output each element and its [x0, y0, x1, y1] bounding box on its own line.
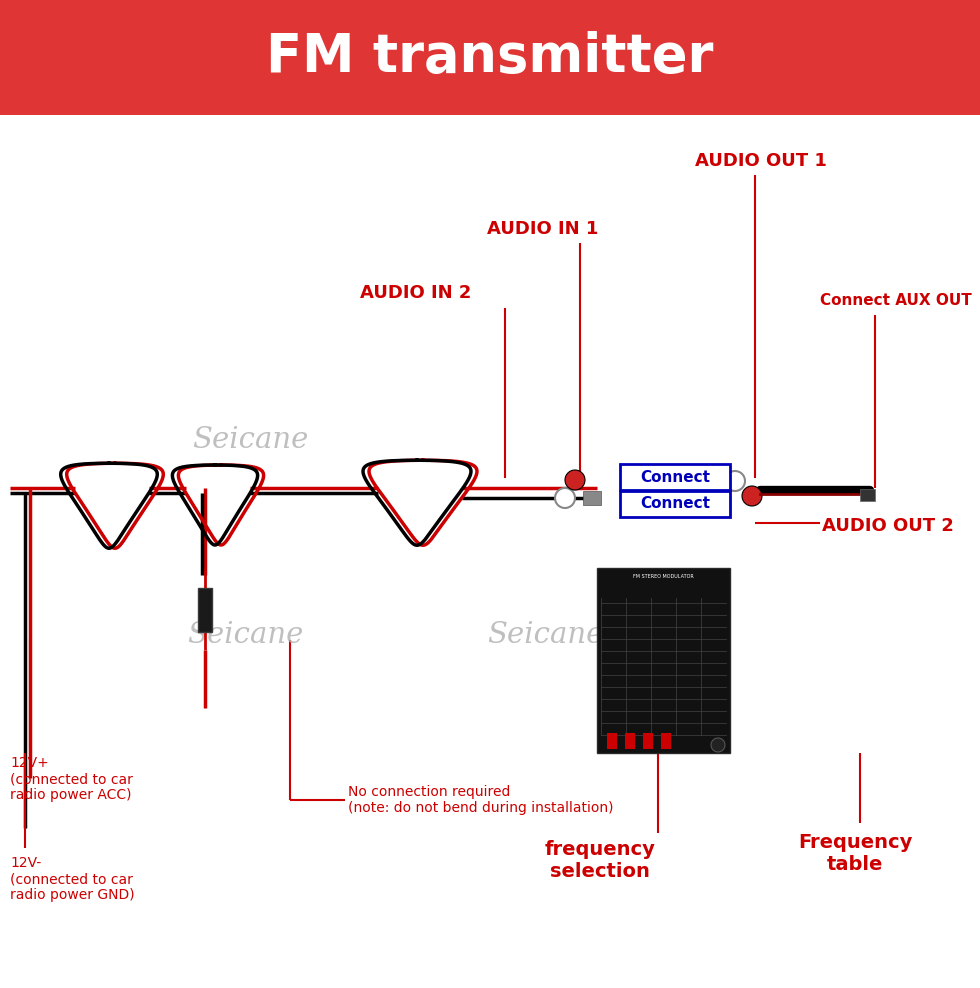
Text: Seicane: Seicane [192, 426, 308, 454]
Text: AUDIO OUT 2: AUDIO OUT 2 [822, 517, 954, 535]
Bar [620, 464, 730, 490]
Bar [597, 568, 730, 753]
Text: Frequency
table: Frequency table [798, 833, 912, 874]
Text: AUDIO IN 1: AUDIO IN 1 [487, 220, 599, 238]
Bar [583, 491, 601, 505]
Circle shape [742, 486, 762, 506]
Bar [625, 733, 635, 749]
Circle shape [711, 738, 725, 752]
Text: Connect: Connect [640, 497, 710, 512]
Bar [620, 491, 730, 517]
Text: No connection required
(note: do not bend during installation): No connection required (note: do not ben… [348, 784, 613, 815]
Circle shape [555, 488, 575, 508]
Circle shape [725, 471, 745, 491]
Text: 12V+
(connected to car
radio power ACC): 12V+ (connected to car radio power ACC) [10, 756, 133, 802]
Bar [0, 0, 980, 115]
Bar [643, 733, 653, 749]
Text: Connect AUX OUT: Connect AUX OUT [820, 293, 972, 308]
Text: FM STEREO MODULATOR: FM STEREO MODULATOR [633, 574, 694, 579]
Text: Seicane: Seicane [487, 621, 603, 649]
Bar [198, 588, 212, 632]
Bar [860, 489, 875, 501]
Text: frequency
selection: frequency selection [545, 840, 656, 881]
Text: AUDIO IN 2: AUDIO IN 2 [360, 284, 471, 302]
Circle shape [565, 470, 585, 490]
Text: Seicane: Seicane [187, 621, 303, 649]
Text: AUDIO OUT 1: AUDIO OUT 1 [695, 152, 827, 170]
Text: Connect: Connect [640, 469, 710, 484]
Bar [607, 733, 617, 749]
Text: FM transmitter: FM transmitter [267, 31, 713, 83]
Text: 12V-
(connected to car
radio power GND): 12V- (connected to car radio power GND) [10, 856, 134, 902]
Bar [661, 733, 671, 749]
